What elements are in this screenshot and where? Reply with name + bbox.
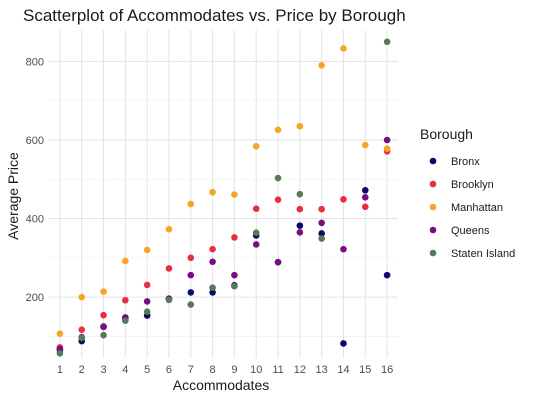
- data-point-brooklyn: [340, 196, 347, 203]
- legend-label-bronx: Bronx: [451, 156, 480, 168]
- x-tick-label: 6: [166, 364, 172, 376]
- x-tick-label: 14: [337, 364, 349, 376]
- data-point-queens: [275, 259, 282, 266]
- data-point-staten-island: [275, 175, 282, 182]
- data-point-brooklyn: [144, 282, 151, 289]
- data-point-queens: [297, 229, 304, 236]
- data-point-brooklyn: [362, 203, 369, 210]
- data-point-staten-island: [144, 308, 151, 315]
- y-axis-title: Average Price: [5, 152, 21, 240]
- data-point-manhattan: [122, 258, 129, 265]
- data-point-staten-island: [297, 191, 304, 198]
- data-point-staten-island: [209, 284, 216, 291]
- x-tick-label: 1: [57, 364, 63, 376]
- data-point-queens: [384, 137, 391, 144]
- data-point-manhattan: [297, 123, 304, 130]
- data-point-brooklyn: [318, 206, 325, 213]
- data-point-manhattan: [144, 247, 151, 254]
- y-tick-label: 600: [26, 135, 44, 147]
- data-point-queens: [318, 220, 325, 227]
- x-tick-label: 2: [79, 364, 85, 376]
- data-point-staten-island: [166, 297, 173, 304]
- data-point-manhattan: [253, 143, 260, 150]
- data-point-brooklyn: [122, 297, 129, 304]
- data-point-manhattan: [209, 189, 216, 196]
- legend-key-queens: [430, 227, 437, 234]
- data-point-queens: [144, 298, 151, 305]
- y-tick-label: 800: [26, 56, 44, 68]
- data-point-bronx: [384, 272, 391, 279]
- y-tick-label: 400: [26, 214, 44, 226]
- x-axis-title: Accommodates: [173, 377, 269, 393]
- data-point-bronx: [187, 289, 194, 296]
- data-point-manhattan: [166, 226, 173, 233]
- legend-label-queens: Queens: [451, 225, 490, 237]
- data-point-manhattan: [340, 45, 347, 52]
- chart-title: Scatterplot of Accommodates vs. Price by…: [23, 6, 406, 25]
- y-tick-label: 200: [26, 292, 44, 304]
- x-tick-label: 11: [272, 364, 283, 376]
- data-point-manhattan: [100, 288, 107, 295]
- data-point-staten-island: [318, 235, 325, 242]
- x-tick-label: 13: [316, 364, 328, 376]
- data-point-brooklyn: [253, 205, 260, 212]
- data-point-staten-island: [253, 229, 260, 236]
- data-point-brooklyn: [78, 326, 85, 333]
- data-point-brooklyn: [100, 312, 107, 319]
- x-tick-label: 12: [294, 364, 306, 376]
- x-tick-label: 4: [122, 364, 128, 376]
- x-tick-label: 8: [210, 364, 216, 376]
- data-point-manhattan: [362, 142, 369, 149]
- legend-key-bronx: [430, 158, 437, 165]
- x-tick-label: 7: [188, 364, 194, 376]
- data-point-manhattan: [318, 62, 325, 69]
- data-point-bronx: [297, 222, 304, 229]
- data-point-staten-island: [100, 332, 107, 339]
- x-tick-label: 10: [250, 364, 262, 376]
- data-point-queens: [231, 272, 238, 279]
- data-point-manhattan: [384, 145, 391, 152]
- data-point-queens: [100, 324, 107, 331]
- data-point-staten-island: [187, 301, 194, 308]
- data-point-queens: [253, 241, 260, 248]
- x-tick-label: 5: [144, 364, 150, 376]
- legend-title: Borough: [420, 126, 473, 142]
- data-point-bronx: [362, 187, 369, 194]
- data-point-queens: [187, 272, 194, 279]
- legend-label-manhattan: Manhattan: [451, 202, 503, 214]
- data-point-staten-island: [231, 283, 238, 290]
- data-point-brooklyn: [209, 246, 216, 253]
- legend-label-brooklyn: Brooklyn: [451, 179, 494, 191]
- data-point-queens: [340, 246, 347, 253]
- legend-key-manhattan: [430, 204, 437, 211]
- data-point-brooklyn: [187, 255, 194, 262]
- data-point-staten-island: [384, 38, 391, 45]
- data-point-brooklyn: [297, 206, 304, 213]
- x-tick-label: 9: [231, 364, 237, 376]
- data-point-manhattan: [78, 294, 85, 301]
- data-point-queens: [362, 194, 369, 201]
- x-tick-label: 3: [100, 364, 106, 376]
- data-point-bronx: [340, 340, 347, 347]
- legend-key-brooklyn: [430, 181, 437, 188]
- data-point-staten-island: [57, 350, 64, 357]
- data-point-queens: [209, 258, 216, 265]
- x-tick-label: 16: [381, 364, 393, 376]
- legend-key-staten-island: [430, 250, 437, 257]
- x-tick-label: 15: [359, 364, 371, 376]
- data-point-manhattan: [57, 330, 64, 337]
- data-point-brooklyn: [166, 265, 173, 272]
- data-point-brooklyn: [275, 196, 282, 203]
- data-point-staten-island: [78, 335, 85, 342]
- data-point-manhattan: [187, 201, 194, 208]
- data-point-manhattan: [275, 126, 282, 133]
- data-point-manhattan: [231, 191, 238, 198]
- data-point-brooklyn: [231, 234, 238, 241]
- data-point-staten-island: [122, 317, 129, 324]
- legend-label-staten-island: Staten Island: [451, 248, 515, 260]
